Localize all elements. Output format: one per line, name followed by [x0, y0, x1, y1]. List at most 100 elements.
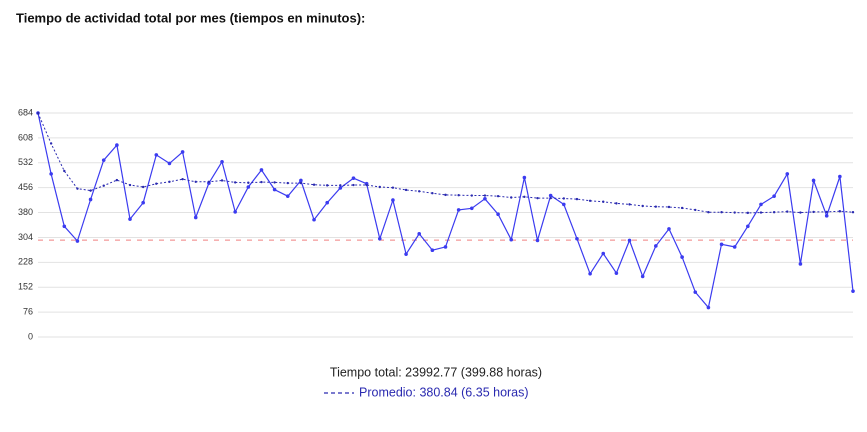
- data-point: [549, 196, 552, 200]
- data-point: [404, 252, 408, 256]
- data-point: [640, 274, 645, 279]
- data-point: [654, 205, 658, 208]
- data-point: [707, 211, 710, 214]
- data-point: [628, 203, 631, 206]
- data-point: [128, 217, 132, 221]
- data-point: [798, 262, 803, 266]
- data-point: [167, 161, 172, 166]
- legend-label: Promedio: 380.84 (6.35 horas): [359, 385, 529, 399]
- data-point: [470, 194, 473, 197]
- data-point: [667, 227, 671, 231]
- data-point: [168, 180, 171, 183]
- data-point: [746, 224, 750, 229]
- y-tick-label: 380: [18, 207, 33, 217]
- data-point: [562, 197, 566, 200]
- data-point: [431, 192, 434, 195]
- data-point: [286, 181, 289, 185]
- data-point: [220, 159, 224, 164]
- data-point: [352, 183, 355, 187]
- data-point: [338, 186, 343, 190]
- data-point: [799, 211, 802, 214]
- data-point: [180, 150, 185, 154]
- data-point: [786, 210, 789, 213]
- data-point: [536, 196, 539, 200]
- data-point: [391, 198, 395, 202]
- data-point: [430, 248, 435, 253]
- data-point: [496, 194, 500, 198]
- data-point: [141, 185, 145, 189]
- data-point: [483, 197, 487, 201]
- data-point: [838, 210, 842, 213]
- chart-title: Tiempo de actividad total por mes (tiemp…: [16, 10, 365, 25]
- data-point: [614, 271, 619, 275]
- data-point: [759, 202, 763, 207]
- data-point: [141, 200, 145, 205]
- data-point: [746, 211, 750, 215]
- y-tick-label: 0: [28, 331, 33, 341]
- data-point: [812, 210, 815, 214]
- data-point: [194, 180, 197, 183]
- data-point: [378, 185, 381, 189]
- data-point: [510, 196, 513, 199]
- data-point: [391, 186, 395, 189]
- data-point: [575, 236, 579, 241]
- data-point: [312, 217, 316, 222]
- total-label: Tiempo total: 23992.77 (399.88 horas): [330, 365, 542, 379]
- data-point: [49, 172, 53, 176]
- data-point: [601, 251, 606, 256]
- y-tick-label: 76: [23, 306, 33, 316]
- data-point: [720, 211, 723, 214]
- series-line: [37, 112, 854, 214]
- data-point: [233, 210, 237, 214]
- data-point: [444, 193, 447, 197]
- data-point: [772, 194, 776, 198]
- data-point: [523, 195, 526, 199]
- data-point: [694, 208, 697, 212]
- data-point: [339, 184, 342, 187]
- data-point: [128, 183, 132, 187]
- data-point: [260, 180, 263, 184]
- data-point: [732, 245, 737, 249]
- data-point: [285, 194, 290, 198]
- data-point: [693, 290, 698, 294]
- data-point: [667, 205, 671, 209]
- data-point: [496, 212, 500, 216]
- data-point: [102, 184, 105, 187]
- y-tick-label: 456: [18, 182, 33, 192]
- data-point: [365, 183, 368, 187]
- data-point: [259, 168, 264, 172]
- data-point: [247, 181, 250, 184]
- series-line: [37, 112, 854, 309]
- data-point: [75, 239, 80, 243]
- data-point: [272, 187, 277, 192]
- data-point: [193, 215, 198, 220]
- data-point: [706, 305, 711, 310]
- data-point: [824, 214, 829, 218]
- data-point: [49, 142, 53, 145]
- data-point: [155, 182, 158, 185]
- data-point: [811, 178, 816, 183]
- data-point: [299, 178, 303, 183]
- data-point: [615, 202, 618, 205]
- data-point: [548, 193, 553, 198]
- data-point: [101, 158, 106, 162]
- data-point: [115, 178, 119, 182]
- data-point: [325, 200, 329, 205]
- data-point: [469, 206, 474, 211]
- data-point: [509, 237, 514, 242]
- data-point: [785, 172, 790, 176]
- data-point: [680, 206, 684, 210]
- data-point: [627, 238, 632, 243]
- data-point: [36, 111, 40, 115]
- data-point: [522, 175, 527, 180]
- data-point: [535, 238, 540, 243]
- y-tick-label: 304: [18, 232, 33, 242]
- data-point: [273, 181, 276, 184]
- data-point: [851, 289, 855, 293]
- data-point: [207, 180, 211, 183]
- data-point: [220, 179, 224, 182]
- y-tick-label: 608: [18, 132, 33, 142]
- data-point: [457, 193, 460, 197]
- data-point: [851, 211, 855, 214]
